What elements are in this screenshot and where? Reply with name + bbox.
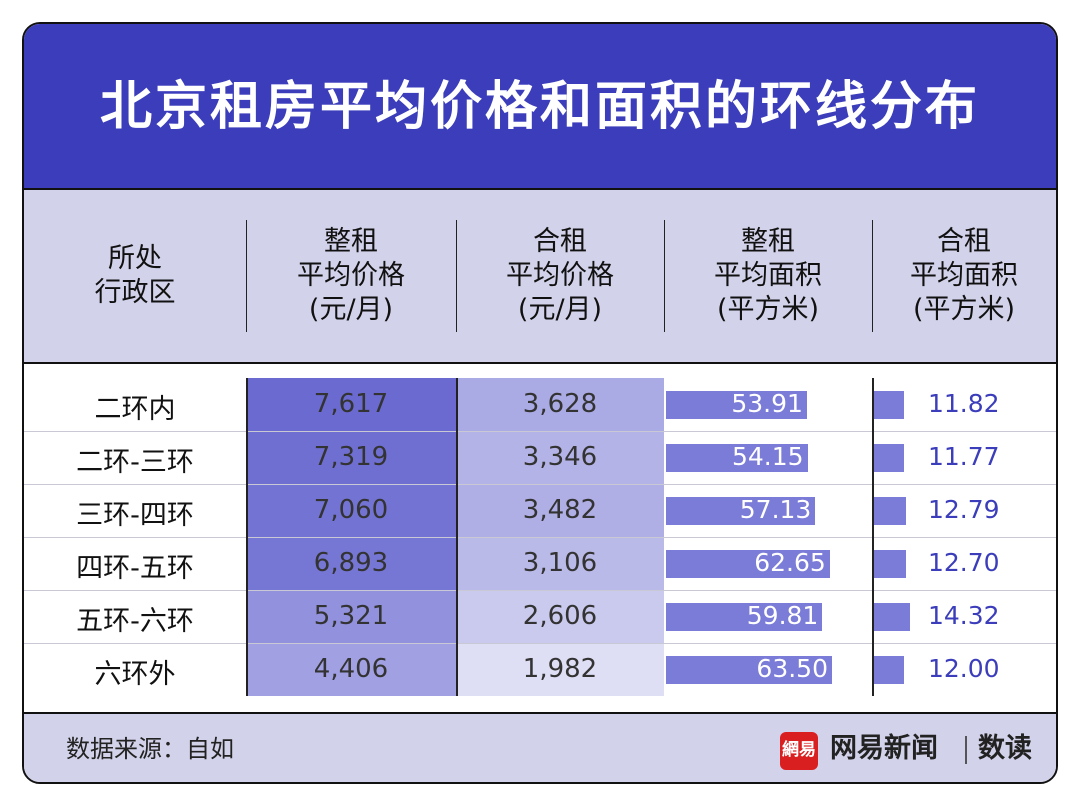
header-divider: [664, 220, 665, 332]
whole-size-bar: [666, 550, 830, 578]
whole-size-label: 63.50: [756, 654, 828, 683]
shared-size-bar: [874, 603, 910, 631]
whole-price-value: 7,060: [313, 495, 389, 525]
whole-price-value: 7,319: [313, 442, 389, 472]
shared-size-label: 14.32: [928, 601, 1000, 630]
heat-cell: [456, 431, 664, 484]
header-col-shared-price: 合租 平均价格 (元/月): [456, 190, 664, 362]
heat-cell: [246, 484, 456, 537]
shared-size-label: 12.79: [928, 495, 1000, 524]
row-label: 五环-六环: [76, 606, 194, 637]
header-text: (元/月): [308, 294, 394, 325]
header-col-shared-size: 合租 平均面积 (平方米): [872, 190, 1056, 362]
brand-divider: [965, 736, 967, 764]
header-divider: [872, 220, 873, 332]
shared-size-label: 11.77: [928, 442, 1000, 471]
header-text: 整租: [741, 226, 795, 257]
header-text: 合租: [533, 226, 587, 257]
whole-size-bar: [666, 391, 807, 419]
whole-size-label: 62.65: [754, 548, 826, 577]
header-text: 平均价格: [297, 260, 405, 291]
shared-price-value: 3,346: [522, 442, 598, 472]
column-axis: [456, 378, 458, 696]
shared-size-label: 12.00: [928, 654, 1000, 683]
whole-price-value: 6,893: [313, 548, 389, 578]
footer: 数据来源：自如 網易 网易新闻 数读: [24, 712, 1056, 782]
whole-price-value: 7,617: [313, 389, 389, 419]
row-divider: [24, 537, 1056, 538]
row-label: 二环内: [94, 394, 176, 425]
header-col-whole-price: 整租 平均价格 (元/月): [246, 190, 456, 362]
table-card: 北京租房平均价格和面积的环线分布 所处 行政区 整租 平均价格 (元/月) 合租…: [22, 22, 1058, 784]
row-label: 三环-四环: [76, 500, 194, 531]
row-label: 四环-五环: [76, 553, 194, 584]
table-body: 二环内 7,617 3,628 53.91 11.82 二环-三环 7,319 3,346 54…: [24, 364, 1056, 712]
heat-cell: [456, 590, 664, 643]
heat-cell: [456, 484, 664, 537]
header-text: 平均面积: [910, 260, 1018, 291]
netease-logo-icon: 網易: [780, 732, 818, 770]
header-text: 平均面积: [714, 260, 822, 291]
row-label: 六环外: [94, 659, 176, 690]
header-col-whole-size: 整租 平均面积 (平方米): [664, 190, 872, 362]
shared-price-value: 2,606: [522, 601, 598, 631]
title-band: 北京租房平均价格和面积的环线分布: [24, 24, 1056, 190]
heat-cell: [246, 590, 456, 643]
page-title: 北京租房平均价格和面积的环线分布: [99, 77, 980, 137]
shared-price-value: 3,482: [522, 495, 598, 525]
header-text: 整租: [324, 226, 378, 257]
heat-cell: [246, 431, 456, 484]
row-divider: [24, 643, 1056, 644]
shared-size-bar: [874, 656, 905, 684]
header-divider: [456, 220, 457, 332]
heat-cell: [456, 537, 664, 590]
whole-price-value: 4,406: [313, 654, 389, 684]
brand-column: 数读: [978, 733, 1032, 764]
heat-cell: [456, 643, 664, 696]
shared-size-label: 12.70: [928, 548, 1000, 577]
header-band: 所处 行政区 整租 平均价格 (元/月) 合租 平均价格 (元/月) 整租 平均…: [24, 190, 1056, 364]
shared-size-bar: [874, 444, 904, 472]
whole-size-bar: [666, 603, 823, 631]
whole-price-value: 5,321: [313, 601, 389, 631]
header-text: 平均价格: [506, 260, 614, 291]
logo-text: 網易: [782, 740, 816, 760]
header-text: 行政区: [94, 277, 176, 308]
header-divider: [246, 220, 247, 332]
row-divider: [24, 431, 1056, 432]
shared-size-bar: [874, 550, 906, 578]
brand-name: 网易新闻: [830, 733, 938, 764]
heat-cell: [246, 378, 456, 431]
whole-size-label: 59.81: [746, 601, 819, 630]
heat-cell: [456, 378, 664, 431]
row-divider: [24, 484, 1056, 485]
shared-size-label: 11.82: [928, 389, 1000, 418]
whole-size-bar: [666, 444, 808, 472]
header-col-area: 所处 行政区: [24, 190, 246, 362]
shared-price-value: 1,982: [522, 654, 598, 684]
source-note: 数据来源：自如: [66, 735, 234, 763]
column-axis: [872, 378, 874, 696]
whole-size-label: 57.13: [739, 495, 812, 524]
row-label: 二环-三环: [76, 447, 194, 478]
shared-price-value: 3,628: [522, 389, 598, 419]
row-divider: [24, 590, 1056, 591]
heat-cell: [246, 537, 456, 590]
whole-size-label: 54.15: [731, 442, 804, 471]
column-axis: [246, 378, 248, 696]
header-text: 合租: [937, 226, 991, 257]
whole-size-bar: [666, 656, 832, 684]
shared-size-bar: [874, 391, 904, 419]
header-text: (元/月): [517, 294, 603, 325]
header-text: (平方米): [716, 294, 820, 325]
whole-size-bar: [666, 497, 816, 525]
heat-cell: [246, 643, 456, 696]
whole-size-label: 53.91: [731, 389, 803, 418]
header-text: (平方米): [912, 294, 1016, 325]
header-text: 所处: [108, 243, 162, 274]
shared-size-bar: [874, 497, 907, 525]
shared-price-value: 3,106: [522, 548, 598, 578]
